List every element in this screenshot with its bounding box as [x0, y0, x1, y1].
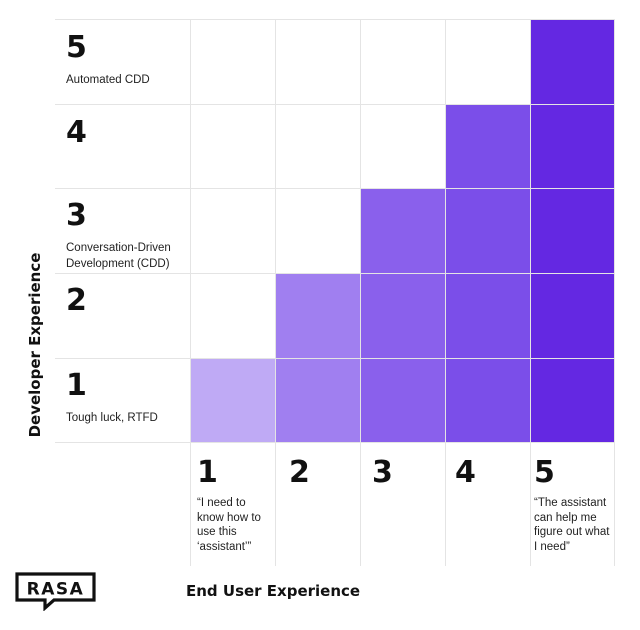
y-axis-title: Developer Experience — [26, 252, 44, 438]
rasa-logo: RASA — [14, 571, 98, 616]
cell-y3-x4 — [445, 188, 530, 273]
x-level-4-number: 4 — [455, 455, 476, 490]
x-level-5-number: 5 — [534, 455, 555, 490]
x-level-5: 5 “The assistant can help me figure out … — [534, 458, 612, 554]
cell-y4-x4 — [445, 104, 530, 188]
x-level-1-number: 1 — [197, 455, 218, 490]
cell-y1-x2 — [275, 358, 360, 442]
y-level-5-label: Automated CDD — [66, 74, 150, 86]
y-level-5-number: 5 — [66, 30, 87, 65]
y-level-4-number: 4 — [66, 115, 87, 150]
cell-y3-x5 — [530, 188, 614, 273]
x-level-1-label: “I need to know how to use this ‘assista… — [197, 497, 261, 553]
y-level-3-label: Conversation-Driven Development (CDD) — [66, 242, 171, 270]
y-level-4: 4 — [66, 118, 186, 148]
x-level-5-label: “The assistant can help me figure out wh… — [534, 497, 610, 553]
logo-text: RASA — [27, 580, 85, 600]
y-level-3-number: 3 — [66, 198, 87, 233]
cell-y1-x5 — [530, 358, 614, 442]
y-level-5: 5 Automated CDD — [66, 33, 186, 88]
cell-y1-x3 — [360, 358, 445, 442]
y-level-2: 2 — [66, 286, 186, 316]
y-level-1: 1 Tough luck, RTFD — [66, 371, 186, 426]
x-level-1: 1 “I need to know how to use this ‘assis… — [197, 458, 275, 554]
x-level-2-number: 2 — [289, 455, 310, 490]
x-level-4: 4 — [455, 458, 533, 488]
x-level-3-number: 3 — [372, 455, 393, 490]
cell-y3-x3 — [360, 188, 445, 273]
cell-y4-x5 — [530, 104, 614, 188]
x-axis-title: End User Experience — [186, 582, 361, 600]
y-level-2-number: 2 — [66, 283, 87, 318]
y-level-3: 3 Conversation-Driven Development (CDD) — [66, 201, 186, 272]
x-level-2: 2 — [289, 458, 367, 488]
cell-y2-x2 — [275, 273, 360, 358]
cell-y5-x5 — [530, 19, 614, 104]
x-level-3: 3 — [372, 458, 450, 488]
cell-y1-x1 — [190, 358, 275, 442]
y-level-1-label: Tough luck, RTFD — [66, 412, 158, 424]
cell-y1-x4 — [445, 358, 530, 442]
y-level-1-number: 1 — [66, 368, 87, 403]
cell-y2-x4 — [445, 273, 530, 358]
cell-y2-x5 — [530, 273, 614, 358]
cell-y2-x3 — [360, 273, 445, 358]
